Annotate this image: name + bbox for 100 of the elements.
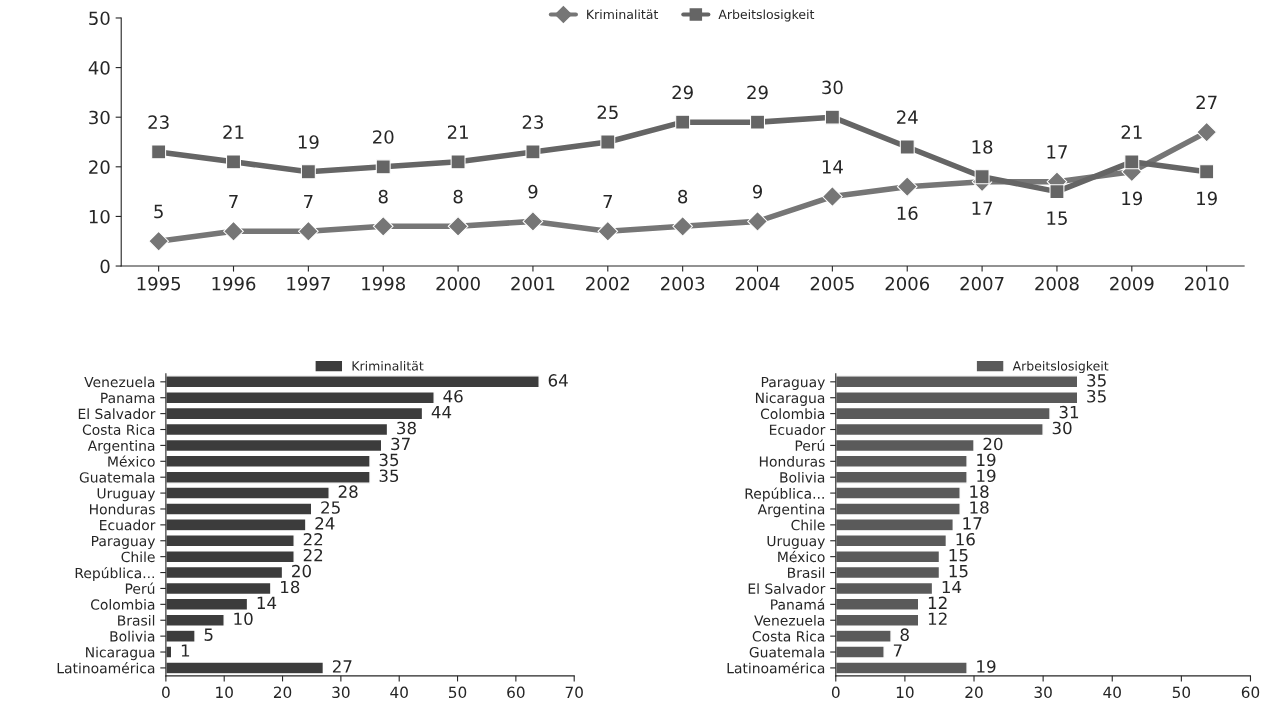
point	[148, 230, 169, 252]
data-label: 8	[453, 189, 463, 204]
y-tick-label: Uruguay	[97, 488, 156, 502]
x-tick-label: 20	[273, 686, 292, 699]
data-label: 27	[1196, 95, 1217, 109]
data-label: 22	[303, 532, 323, 546]
bar	[835, 391, 1079, 405]
data-label: 16	[897, 206, 918, 221]
bar	[165, 613, 225, 627]
data-label: 46	[443, 389, 463, 403]
x-tick-label: 10	[216, 686, 233, 699]
data-label: 18	[970, 501, 989, 514]
point	[1124, 154, 1140, 170]
data-label: 64	[548, 374, 568, 387]
bar	[165, 581, 272, 596]
data-label: 23	[148, 115, 169, 129]
x-tick-label: 1998	[362, 276, 405, 291]
y-tick-label: Colombia	[760, 408, 825, 420]
y-tick-label: Nicaragua	[86, 646, 155, 661]
x-tick-label: 50	[449, 686, 467, 699]
point	[151, 144, 167, 160]
y-tick-label: El Salvador	[78, 408, 156, 420]
data-label: 16	[956, 532, 975, 546]
y-tick-label: Brasil	[118, 614, 155, 626]
data-label: 14	[942, 580, 962, 594]
bar	[835, 629, 892, 643]
point	[822, 186, 843, 207]
data-label: 14	[257, 596, 277, 609]
data-label: 19	[977, 453, 996, 467]
point	[1199, 164, 1215, 180]
point	[899, 139, 915, 155]
bar	[165, 629, 196, 643]
data-label: 17	[972, 201, 993, 215]
data-label: 9	[752, 184, 762, 199]
point	[597, 220, 619, 242]
data-label: 35	[1087, 374, 1106, 387]
x-tick-label: 2005	[810, 276, 854, 291]
y-tick-label: 40	[88, 61, 110, 75]
y-tick-label: Ecuador	[769, 424, 826, 435]
bar	[165, 486, 330, 500]
y-tick-label: Venezuela	[754, 614, 825, 626]
y-tick-label: Bolivia	[110, 630, 155, 642]
point	[974, 169, 990, 185]
bar	[835, 597, 920, 611]
x-tick-label: 2009	[1110, 276, 1154, 291]
y-tick-label: Bolivia	[780, 471, 825, 483]
legend-label: Arbeitslosigkeit	[718, 9, 815, 22]
x-tick-label: 0	[831, 686, 840, 699]
data-label: 21	[447, 125, 468, 139]
y-tick-label: Perú	[795, 439, 825, 451]
x-tick-label: 2003	[661, 276, 705, 291]
data-label: 9	[528, 184, 538, 199]
data-label: 7	[603, 194, 612, 209]
data-label: 35	[379, 453, 399, 467]
x-tick-label: 10	[896, 686, 914, 699]
data-label: 21	[1121, 125, 1142, 139]
x-tick-label: 70	[565, 686, 583, 699]
data-label: 24	[897, 110, 918, 124]
bar	[835, 422, 1044, 437]
bar	[835, 534, 948, 548]
data-label: 15	[949, 565, 968, 578]
data-label: 21	[223, 125, 244, 139]
x-tick-label: 2008	[1035, 276, 1079, 291]
data-label: 38	[397, 421, 416, 435]
data-label: 27	[332, 660, 352, 673]
data-label: 8	[678, 189, 688, 204]
bar	[835, 502, 961, 516]
data-label: 19	[977, 469, 996, 483]
x-tick-label: 2001	[511, 276, 555, 291]
y-tick-label: Latinoamérica	[727, 662, 825, 674]
data-label: 7	[304, 194, 313, 209]
x-tick-label: 2000	[436, 276, 480, 291]
data-label: 20	[983, 437, 1003, 451]
y-tick-label: 20	[89, 160, 110, 174]
y-tick-label: Panama	[101, 392, 155, 404]
point	[747, 211, 768, 232]
data-label: 8	[378, 189, 388, 204]
point	[1049, 184, 1065, 200]
data-label: 44	[431, 406, 452, 419]
y-tick-label: Brasil	[788, 567, 825, 579]
x-tick-label: 60	[1241, 686, 1260, 699]
y-tick-label: Guatemala	[749, 646, 825, 658]
bar	[835, 613, 920, 627]
legend-label: Kriminalität	[587, 9, 659, 20]
data-label: 15	[949, 549, 968, 562]
bar	[165, 661, 325, 675]
data-label: 20	[373, 130, 394, 144]
data-label: 5	[154, 204, 163, 219]
bar	[165, 438, 383, 453]
data-label: 19	[977, 660, 996, 673]
point	[675, 114, 691, 130]
bar	[835, 581, 934, 596]
legend-label: Arbeitslosigkeit	[1012, 360, 1109, 374]
y-tick-label: Costa Rica	[82, 424, 155, 435]
point	[525, 144, 541, 160]
data-label: 17	[963, 517, 982, 530]
y-tick-label: El Salvador	[748, 583, 826, 594]
data-label: 14	[822, 160, 843, 174]
y-tick-label: 30	[89, 110, 110, 125]
legend-label: Kriminalität	[352, 360, 424, 371]
